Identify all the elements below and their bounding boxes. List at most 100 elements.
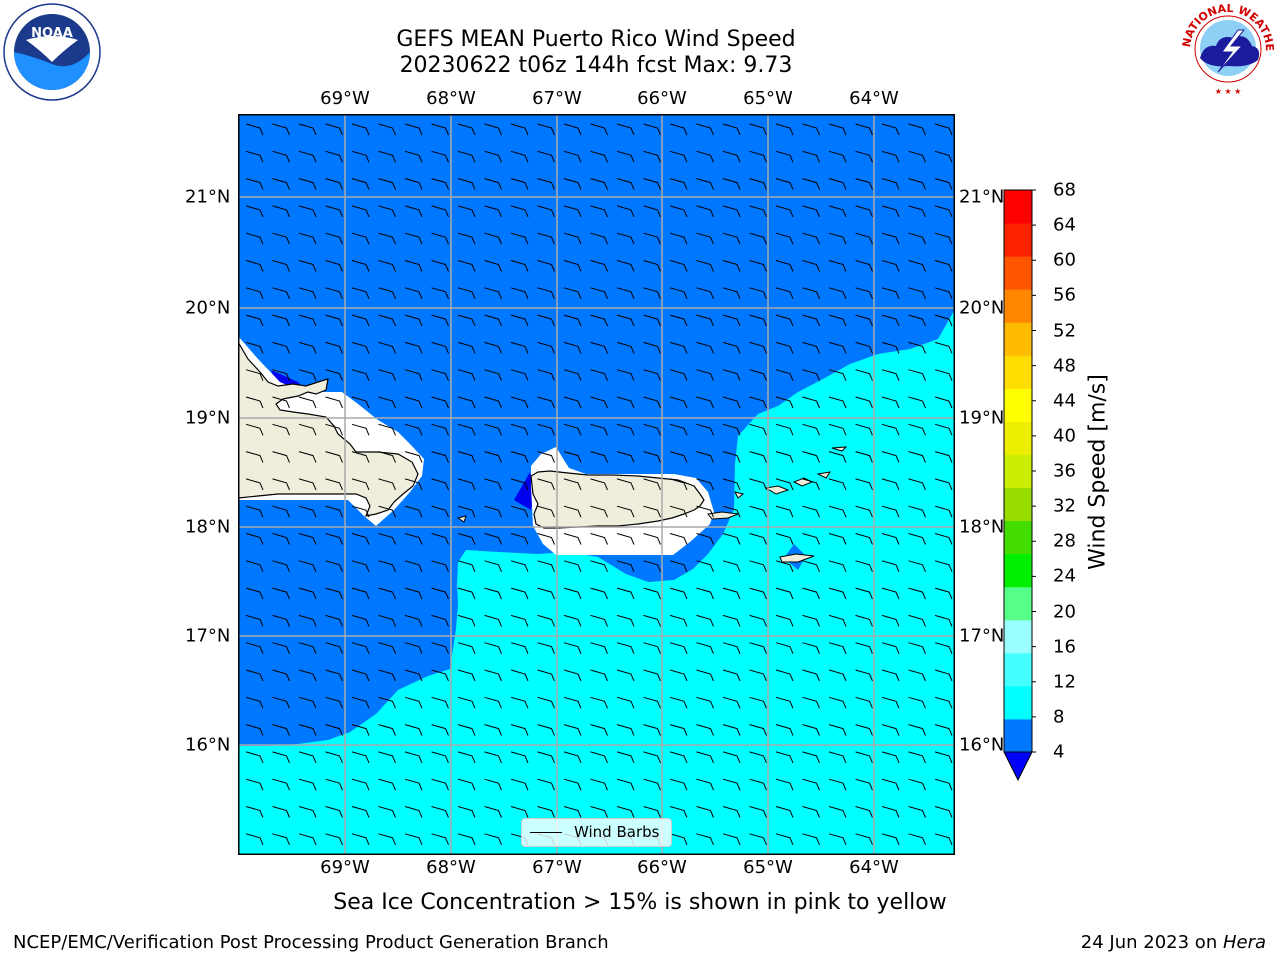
lon-label-top-65w: 65°W: [743, 88, 793, 109]
wind-barb: [934, 696, 953, 709]
wind-band-0-4-b: [514, 472, 534, 510]
colorbar-band: [1004, 388, 1032, 422]
wind-barb: [245, 423, 264, 436]
wind-barb: [484, 478, 502, 491]
wind-barb: [378, 587, 396, 600]
wind-barb: [881, 669, 900, 682]
wind-barb: [457, 451, 476, 463]
wind-barb: [457, 533, 476, 545]
wind-barb: [378, 314, 396, 327]
footer-date: 24 Jun 2023 on Hera: [1081, 932, 1266, 953]
wind-barb: [696, 396, 714, 409]
lat-label-right-21n: 21°N: [959, 186, 1005, 208]
wind-barb: [669, 642, 688, 654]
wind-barb: [908, 505, 926, 518]
wind-barb: [351, 451, 370, 463]
colorbar-band: [1004, 421, 1032, 455]
wind-barb: [298, 123, 317, 136]
wind-barb: [325, 505, 343, 518]
footer-date-text: 24 Jun 2023 on: [1080, 932, 1223, 953]
wind-barb: [404, 287, 423, 299]
wind-barb: [669, 533, 688, 545]
colorbar-band: [1004, 718, 1032, 753]
wind-barb: [298, 505, 317, 518]
wind-barb: [484, 341, 502, 354]
wind-barb: [722, 614, 741, 627]
wind-barb: [351, 669, 370, 682]
wind-barb: [934, 178, 953, 190]
wind-barb: [643, 778, 661, 791]
wind-barb: [351, 423, 370, 436]
wind-barb: [775, 587, 794, 600]
wind-barb: [828, 123, 847, 136]
wind-barb: [563, 696, 582, 709]
wind-barb: [590, 150, 608, 163]
wind-barb: [802, 423, 820, 436]
wind-barb: [881, 778, 900, 791]
wind-barb: [298, 423, 317, 436]
wind-barb: [669, 423, 688, 436]
wind-barb: [325, 478, 343, 491]
wind-barb: [643, 396, 661, 409]
wind-barb: [510, 205, 529, 218]
wind-barb: [855, 778, 873, 791]
wind-barb: [590, 423, 608, 436]
wind-barb: [722, 396, 741, 409]
colorbar-band: [1004, 223, 1032, 257]
wind-barb: [749, 505, 767, 518]
wind-barb: [378, 560, 396, 572]
wind-barb: [431, 833, 449, 845]
wind-barb: [457, 669, 476, 682]
wind-barb: [802, 260, 820, 272]
wind-barb: [775, 341, 794, 354]
wind-barb: [881, 533, 900, 545]
wind-barb: [855, 478, 873, 491]
wind-barb: [855, 369, 873, 381]
wind-barb: [537, 560, 555, 572]
wind-barb: [325, 778, 343, 791]
wind-barb: [404, 724, 423, 736]
wind-barb: [484, 396, 502, 409]
wind-barb: [590, 751, 608, 764]
wind-barb: [272, 778, 290, 791]
wind-barb: [669, 806, 688, 818]
wind-barb: [484, 533, 502, 545]
wind-barb: [855, 696, 873, 709]
wind-barb: [325, 423, 343, 436]
wind-barb: [616, 205, 635, 218]
wind-barb: [669, 478, 688, 491]
wind-barb: [775, 806, 794, 818]
wind-barb: [696, 614, 714, 627]
wind-barb: [908, 833, 926, 845]
wind-barb: [272, 669, 290, 682]
wind-barb: [404, 423, 423, 436]
wind-barb: [855, 724, 873, 736]
wind-barb: [802, 314, 820, 327]
wind-barb: [643, 150, 661, 163]
wind-barb: [881, 150, 900, 163]
wind-barb: [934, 341, 953, 354]
colorbar-tick-label: 12: [1053, 671, 1076, 693]
land-anegada: [831, 446, 848, 452]
wind-barb: [749, 669, 767, 682]
wind-barb: [351, 505, 370, 518]
wind-barb: [298, 205, 317, 218]
wind-barb: [537, 178, 555, 190]
wind-barb: [351, 205, 370, 218]
wind-barb: [775, 369, 794, 381]
wind-barb: [378, 614, 396, 627]
wind-barb: [457, 833, 476, 845]
wind-barb: [510, 642, 529, 654]
wind-barb: [802, 478, 820, 491]
wind-barb: [590, 778, 608, 791]
wind-barb: [934, 123, 953, 136]
wind-barb: [669, 614, 688, 627]
wind-barb: [245, 751, 264, 764]
wind-barb: [457, 369, 476, 381]
wind-barb: [802, 751, 820, 764]
wind-barb: [378, 341, 396, 354]
wind-barb: [934, 369, 953, 381]
wind-barb: [802, 369, 820, 381]
wind-barb: [749, 533, 767, 545]
footer-host: Hera: [1222, 932, 1266, 953]
